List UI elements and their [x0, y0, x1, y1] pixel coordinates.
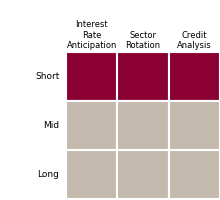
- Text: Sector
Rotation: Sector Rotation: [125, 31, 160, 50]
- Text: Long: Long: [38, 170, 59, 179]
- Bar: [66, 101, 117, 150]
- Text: Short: Short: [35, 72, 59, 81]
- Bar: [169, 52, 220, 101]
- Bar: [117, 150, 169, 199]
- Text: Credit
Analysis: Credit Analysis: [177, 31, 211, 50]
- Bar: [169, 150, 220, 199]
- Bar: [117, 52, 169, 101]
- Bar: [66, 150, 117, 199]
- Bar: [66, 52, 117, 101]
- Text: Mid: Mid: [43, 121, 59, 130]
- Bar: [169, 101, 220, 150]
- Bar: [117, 101, 169, 150]
- Text: Interest
Rate
Anticipation: Interest Rate Anticipation: [66, 20, 117, 50]
